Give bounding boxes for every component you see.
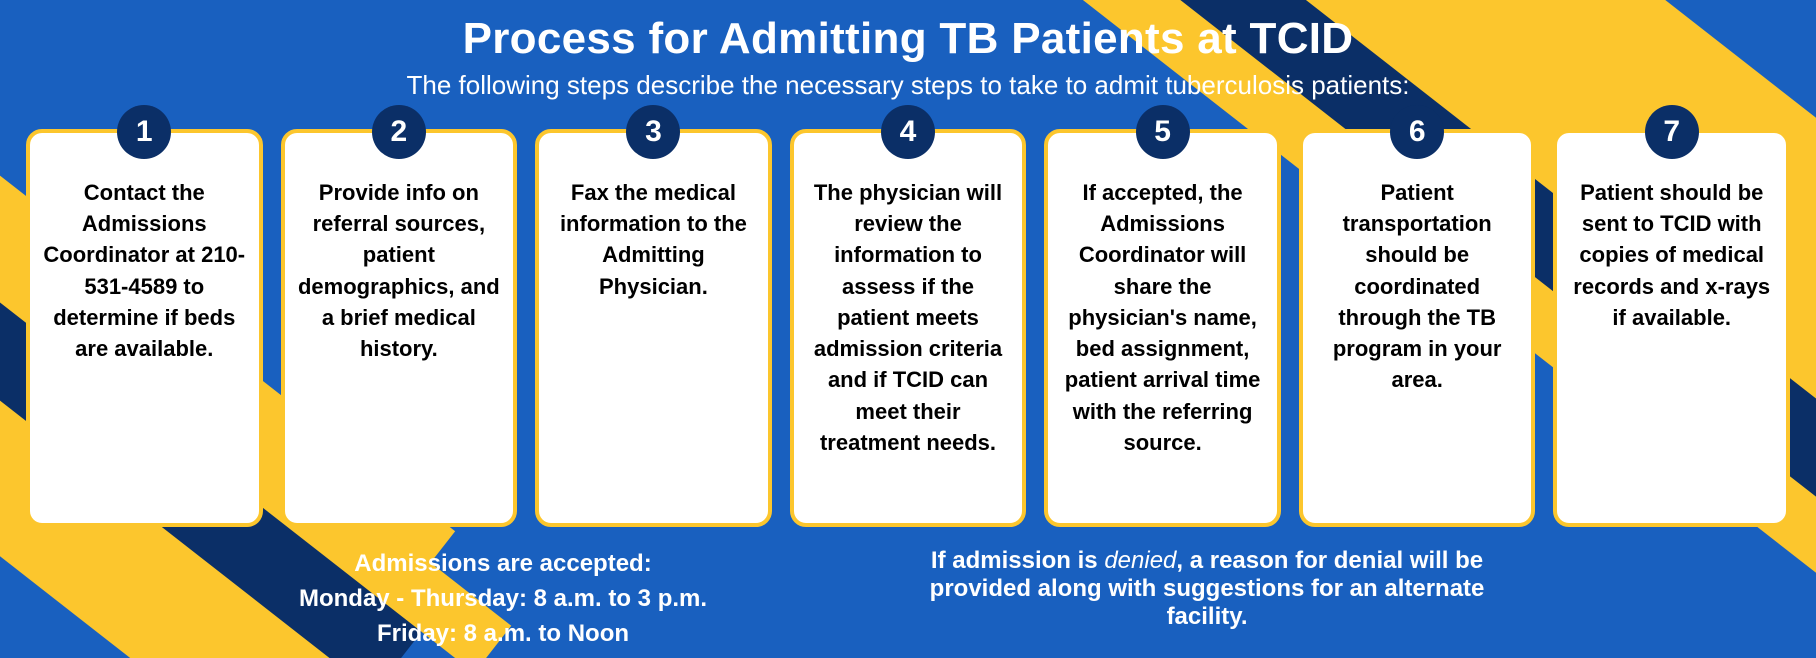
footer-hours-line1: Admissions are accepted: bbox=[299, 547, 707, 582]
footer-denial-italic: denied bbox=[1104, 547, 1176, 574]
page-title: Process for Admitting TB Patients at TCI… bbox=[0, 14, 1816, 64]
step-text-2: Provide info on referral sources, patien… bbox=[297, 177, 502, 364]
page-subtitle: The following steps describe the necessa… bbox=[0, 70, 1816, 101]
step-badge-5: 5 bbox=[1136, 105, 1190, 159]
step-card-6: 6Patient transportation should be coordi… bbox=[1299, 129, 1536, 527]
header: Process for Admitting TB Patients at TCI… bbox=[0, 0, 1816, 101]
step-card-1: 1Contact the Admissions Coordinator at 2… bbox=[26, 129, 263, 527]
footer-denial-prefix: If admission is bbox=[931, 547, 1104, 574]
step-badge-2: 2 bbox=[372, 105, 426, 159]
step-text-7: Patient should be sent to TCID with copi… bbox=[1569, 177, 1774, 333]
step-card-3: 3Fax the medical information to the Admi… bbox=[535, 129, 772, 527]
step-text-5: If accepted, the Admissions Coordinator … bbox=[1060, 177, 1265, 458]
step-badge-3: 3 bbox=[626, 105, 680, 159]
step-card-2: 2Provide info on referral sources, patie… bbox=[281, 129, 518, 527]
steps-row: 1Contact the Admissions Coordinator at 2… bbox=[0, 129, 1816, 527]
infographic-canvas: Process for Admitting TB Patients at TCI… bbox=[0, 0, 1816, 658]
step-badge-6: 6 bbox=[1390, 105, 1444, 159]
step-card-7: 7Patient should be sent to TCID with cop… bbox=[1553, 129, 1790, 527]
step-text-3: Fax the medical information to the Admit… bbox=[551, 177, 756, 302]
step-text-4: The physician will review the informatio… bbox=[806, 177, 1011, 458]
step-badge-4: 4 bbox=[881, 105, 935, 159]
footer-denial: If admission is denied, a reason for den… bbox=[897, 547, 1517, 651]
step-badge-7: 7 bbox=[1645, 105, 1699, 159]
step-badge-1: 1 bbox=[117, 105, 171, 159]
step-text-6: Patient transportation should be coordin… bbox=[1315, 177, 1520, 396]
step-card-5: 5If accepted, the Admissions Coordinator… bbox=[1044, 129, 1281, 527]
footer-hours-line3: Friday: 8 a.m. to Noon bbox=[299, 617, 707, 652]
footer-hours: Admissions are accepted: Monday - Thursd… bbox=[299, 547, 707, 651]
footer-hours-line2: Monday - Thursday: 8 a.m. to 3 p.m. bbox=[299, 582, 707, 617]
step-text-1: Contact the Admissions Coordinator at 21… bbox=[42, 177, 247, 364]
step-card-4: 4The physician will review the informati… bbox=[790, 129, 1027, 527]
footer: Admissions are accepted: Monday - Thursd… bbox=[0, 547, 1816, 651]
